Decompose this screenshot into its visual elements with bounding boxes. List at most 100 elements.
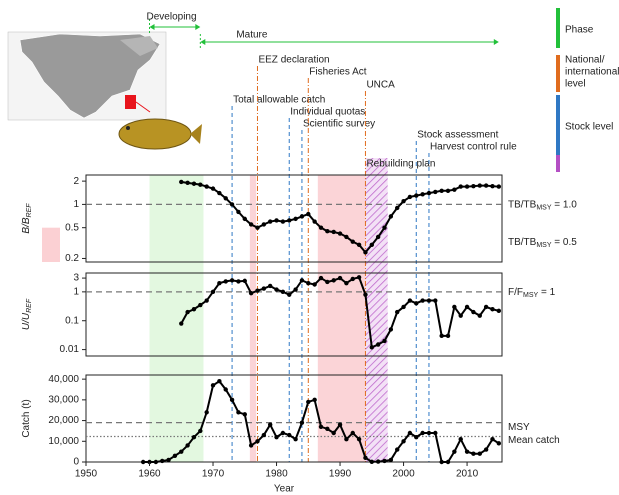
y-tick-label: 1	[73, 199, 79, 210]
data-point	[185, 181, 189, 185]
event-label: EEZ declaration	[258, 55, 329, 66]
data-point	[204, 410, 208, 414]
event-label: Total allowable catch	[233, 95, 325, 106]
data-point	[344, 235, 348, 239]
data-point	[268, 219, 272, 223]
data-point	[344, 437, 348, 441]
data-point	[217, 191, 221, 195]
event-label: Fisheries Act	[309, 67, 366, 78]
data-point	[382, 339, 386, 343]
reference-label-part: Mean catch	[508, 435, 560, 446]
data-point	[497, 184, 501, 188]
data-point	[370, 460, 374, 464]
data-point	[382, 459, 386, 463]
event-label: Individual quotas	[290, 107, 365, 118]
y-axis-label: B/BREF	[21, 203, 33, 234]
data-point	[179, 321, 183, 325]
data-point	[465, 305, 469, 309]
y-tick-label: 10,000	[48, 436, 79, 447]
data-point	[427, 298, 431, 302]
data-point	[319, 276, 323, 280]
reference-label-part: MSY	[536, 242, 552, 249]
y-axis-label-part: REF	[26, 298, 33, 313]
data-point	[490, 437, 494, 441]
data-point	[287, 433, 291, 437]
plot-frame	[86, 273, 502, 356]
data-point	[185, 443, 189, 447]
data-point	[224, 387, 228, 391]
data-point	[389, 458, 393, 462]
data-point	[325, 229, 329, 233]
reference-label-part: F/F	[508, 286, 523, 297]
x-tick-label: 1950	[75, 469, 98, 480]
legend-swatch	[556, 8, 560, 48]
data-point	[395, 447, 399, 451]
data-point	[427, 431, 431, 435]
data-point	[166, 458, 170, 462]
map	[8, 32, 202, 149]
legend-label: level	[565, 79, 586, 90]
data-point	[198, 303, 202, 307]
data-point	[312, 219, 316, 223]
x-tick-label: 1970	[202, 469, 225, 480]
data-point	[249, 291, 253, 295]
fish-eye	[126, 126, 130, 130]
data-point	[363, 292, 367, 296]
y-axis-label-part: B/B	[21, 217, 32, 233]
x-tick-label: 1960	[138, 469, 161, 480]
y-tick-label: 40,000	[48, 374, 79, 385]
y-axis-label-part: REF	[26, 203, 33, 218]
data-point	[478, 183, 482, 187]
y-tick-label: 3	[73, 273, 79, 284]
data-point	[446, 189, 450, 193]
event-label: Scientific survey	[303, 119, 375, 130]
data-point	[420, 431, 424, 435]
figure: Rebuilding planTotal allowable catchEEZ …	[0, 0, 619, 495]
data-point	[484, 447, 488, 451]
data-point	[414, 301, 418, 305]
data-point	[351, 277, 355, 281]
data-point	[459, 184, 463, 188]
data-point	[401, 305, 405, 309]
data-point	[376, 235, 380, 239]
data-point	[401, 439, 405, 443]
data-point	[484, 305, 488, 309]
data-point	[497, 441, 501, 445]
data-point	[293, 217, 297, 221]
data-point	[185, 310, 189, 314]
data-point	[198, 182, 202, 186]
data-point	[331, 278, 335, 282]
data-point	[439, 460, 443, 464]
data-point	[395, 310, 399, 314]
shaded-period	[150, 175, 204, 462]
data-point	[465, 449, 469, 453]
reference-label-part: = 1.0	[552, 199, 578, 210]
data-point	[401, 199, 405, 203]
data-point	[376, 459, 380, 463]
y-axis-label-part: Catch (t)	[21, 399, 32, 437]
event-label: Stock assessment	[417, 130, 498, 141]
reference-label-part: MSY	[523, 292, 539, 299]
data-point	[211, 290, 215, 294]
reference-label-part: = 1	[538, 286, 555, 297]
legend-swatch	[556, 95, 560, 155]
data-point	[338, 231, 342, 235]
data-point	[211, 186, 215, 190]
data-point	[173, 454, 177, 458]
data-point	[274, 218, 278, 222]
region-marker	[125, 95, 136, 109]
data-point	[262, 222, 266, 226]
data-point	[446, 334, 450, 338]
data-point	[484, 183, 488, 187]
y-tick-label: 2	[73, 176, 79, 187]
legend-swatch	[556, 55, 560, 92]
data-point	[217, 281, 221, 285]
data-point	[224, 279, 228, 283]
phase-label: Mature	[236, 30, 268, 41]
data-point	[325, 280, 329, 284]
legend-label: international	[565, 67, 619, 78]
legend-swatch	[556, 155, 560, 172]
data-point	[382, 225, 386, 229]
legend-label: Stock level	[565, 122, 613, 133]
reference-label-part: MSY	[536, 204, 552, 211]
